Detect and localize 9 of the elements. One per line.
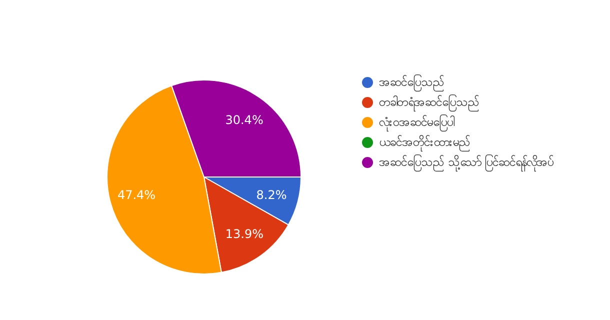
data-label: 13.9% xyxy=(225,226,264,241)
legend-label: လုံးဝအဆင်မပြေပါ xyxy=(379,114,454,130)
data-label: 47.4% xyxy=(117,188,156,202)
data-label: 8.2% xyxy=(256,188,287,202)
legend-label: အဆင်ပြေသည် သို့သော် ပြင်ဆင်ရန်လိုအပ် xyxy=(379,154,554,170)
data-label: 30.4% xyxy=(225,112,264,127)
legend-label: အဆင်ပြေသည် xyxy=(379,74,444,90)
legend-label: တခါတရံအဆင်ပြေသည် xyxy=(379,94,479,110)
legend-label: ယခင်အတိုင်းထားမည် xyxy=(379,134,470,150)
